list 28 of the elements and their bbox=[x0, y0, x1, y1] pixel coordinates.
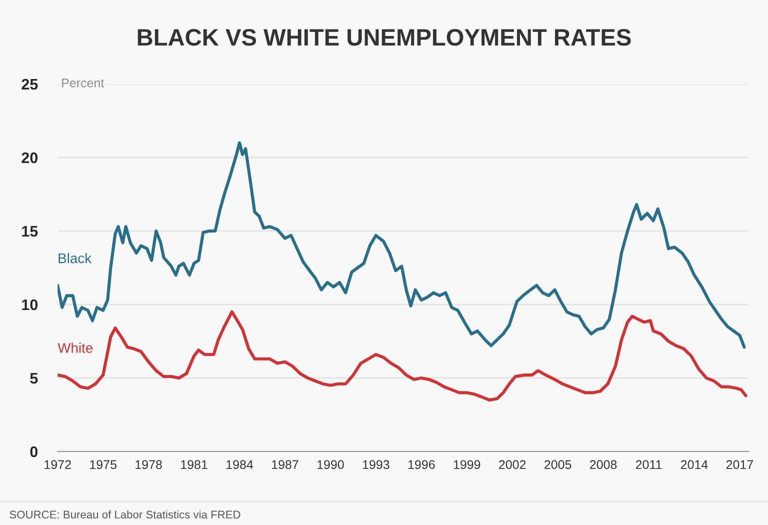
x-tick-label: 1972 bbox=[44, 460, 71, 470]
x-tick-label: 1996 bbox=[408, 460, 435, 470]
series-label: Black bbox=[58, 253, 92, 264]
x-tick-label: 1993 bbox=[362, 460, 390, 470]
y-tick-label: 5 bbox=[30, 373, 38, 384]
x-tick-label: 1975 bbox=[90, 460, 116, 470]
x-tick-label: 2008 bbox=[590, 460, 617, 470]
y-tick-label: 0 bbox=[30, 446, 38, 458]
x-tick-label: 1981 bbox=[181, 460, 208, 470]
chart-title: BLACK VS WHITE UNEMPLOYMENT RATES bbox=[138, 28, 631, 46]
series-label: White bbox=[58, 342, 92, 353]
x-tick-label: 1978 bbox=[136, 460, 162, 470]
y-tick-label: 25 bbox=[22, 78, 38, 90]
x-tick-label: 1990 bbox=[317, 460, 344, 470]
x-tick-label: 2011 bbox=[636, 460, 662, 470]
y-tick-label: 15 bbox=[22, 226, 38, 237]
x-tick-label: 1999 bbox=[454, 460, 480, 470]
x-tick-label: 2014 bbox=[680, 460, 708, 470]
x-tick-label: 2017 bbox=[726, 460, 753, 470]
y-axis-title: Percent bbox=[62, 78, 104, 88]
x-tick-label: 2005 bbox=[544, 460, 572, 470]
x-tick-label: 1987 bbox=[272, 460, 298, 470]
x-tick-label: 2002 bbox=[499, 460, 526, 470]
x-tick-label: 1984 bbox=[226, 460, 254, 470]
y-tick-label: 10 bbox=[22, 299, 38, 310]
y-tick-label: 20 bbox=[22, 152, 38, 164]
source-note: SOURCE: Bureau of Labor Statistics via FRED bbox=[10, 510, 240, 519]
line-series bbox=[58, 310, 748, 402]
